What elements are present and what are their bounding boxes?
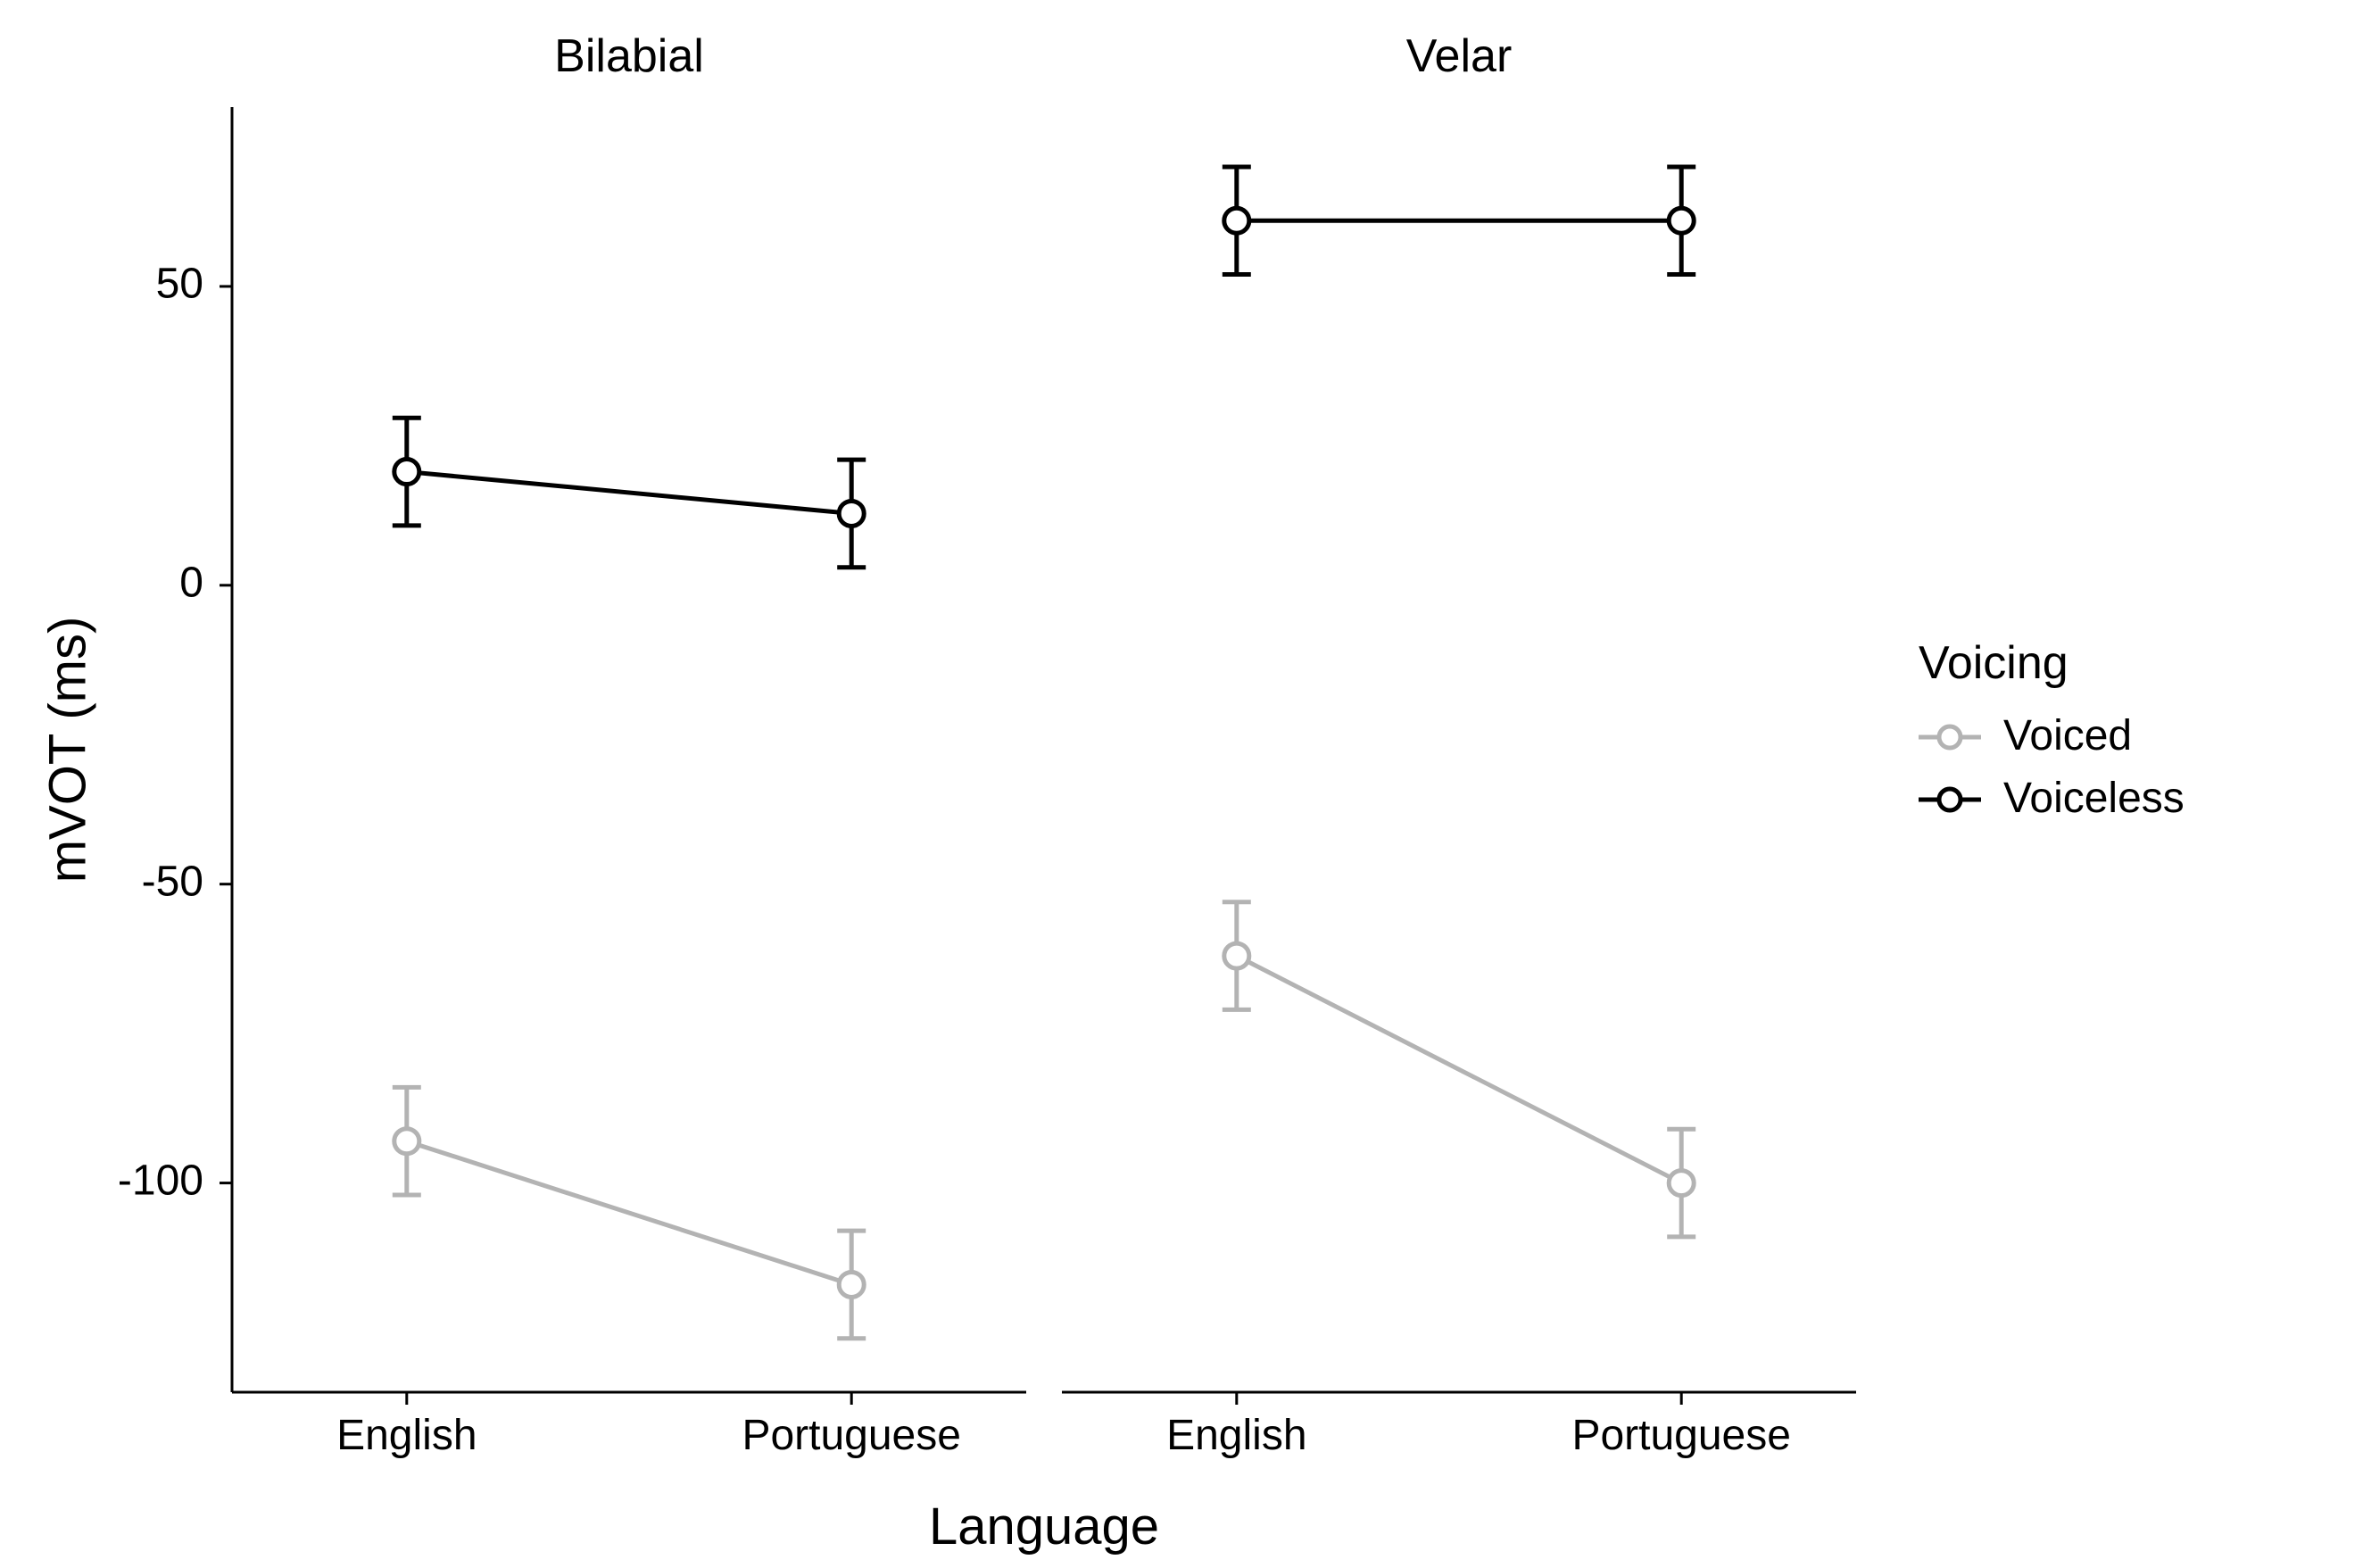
legend-item-label: Voiced <box>2003 712 2132 759</box>
y-tick-label: 0 <box>179 559 203 606</box>
series-line <box>407 1141 851 1285</box>
legend-item-label: Voiceless <box>2003 775 2184 822</box>
legend-key-marker <box>1939 726 1961 748</box>
facet-label: Velar <box>1406 30 1513 82</box>
y-tick-label: -100 <box>118 1157 203 1204</box>
x-tick-label: English <box>1166 1412 1306 1459</box>
data-point <box>839 1272 864 1297</box>
chart-svg: Bilabial Velar -100 -50 0 50 mVOT (ms) English P… <box>0 0 2371 1568</box>
x-axis-title: Language <box>929 1497 1159 1556</box>
data-point <box>394 1129 419 1154</box>
x-tick-label: Portuguese <box>742 1412 961 1459</box>
series-line <box>407 472 851 514</box>
facet-label: Bilabial <box>554 30 704 82</box>
legend-title: Voicing <box>1919 637 2068 689</box>
data-point <box>1669 208 1694 233</box>
y-tick-label: 50 <box>156 261 203 308</box>
y-axis-title: mVOT (ms) <box>38 617 96 884</box>
legend-key-marker <box>1939 789 1961 810</box>
chart-container: Bilabial Velar -100 -50 0 50 mVOT (ms) English P… <box>0 0 2371 1568</box>
data-point <box>1669 1171 1694 1196</box>
data-point <box>1224 208 1249 233</box>
x-tick-label: Portuguese <box>1571 1412 1791 1459</box>
data-point <box>1224 943 1249 968</box>
x-tick-label: English <box>336 1412 477 1459</box>
y-tick-label: -50 <box>142 858 203 905</box>
data-point <box>394 460 419 485</box>
series-line <box>1237 956 1681 1183</box>
data-point <box>839 501 864 526</box>
